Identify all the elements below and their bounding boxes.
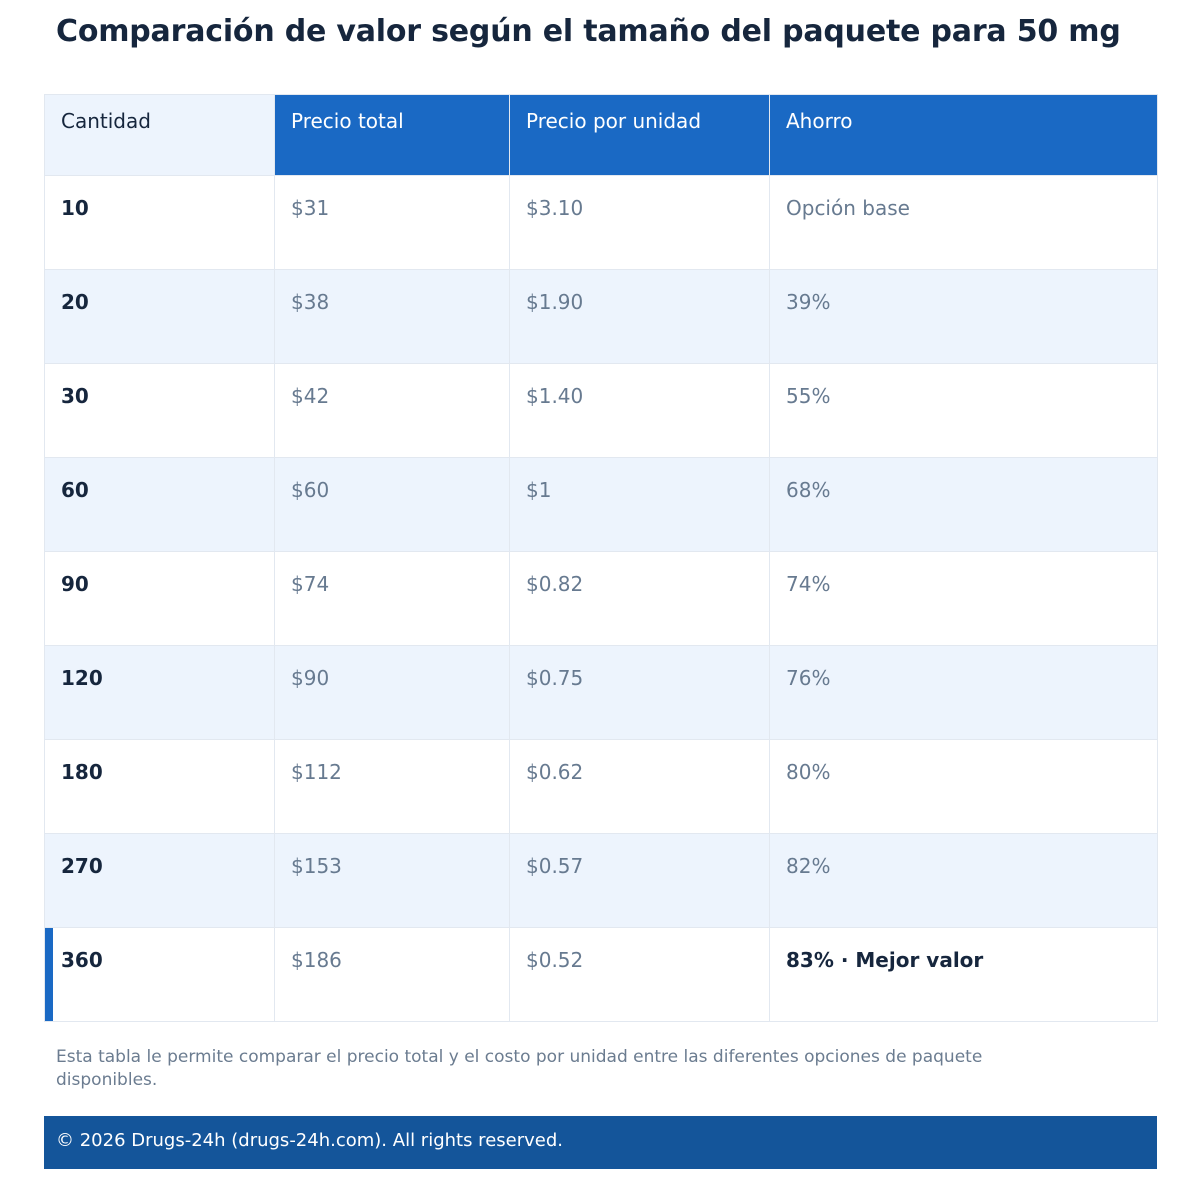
header-cantidad: Cantidad <box>44 94 275 176</box>
table-row: 30 $42 $1.40 55% <box>44 363 1158 458</box>
table-row: 90 $74 $0.82 74% <box>44 551 1158 646</box>
cell-unit-price: $1.40 <box>509 363 770 458</box>
table-row: 20 $38 $1.90 39% <box>44 269 1158 364</box>
cell-unit-price: $1.90 <box>509 269 770 364</box>
cell-unit-price: $0.82 <box>509 551 770 646</box>
table-row-best-value: 360 $186 $0.52 83% · Mejor valor <box>44 927 1158 1022</box>
table-row: 120 $90 $0.75 76% <box>44 645 1158 740</box>
table-row: 60 $60 $1 68% <box>44 457 1158 552</box>
cell-total-price: $186 <box>274 927 510 1022</box>
cell-saving: 55% <box>769 363 1158 458</box>
cell-quantity: 180 <box>44 739 275 834</box>
cell-total-price: $38 <box>274 269 510 364</box>
cell-unit-price: $3.10 <box>509 175 770 270</box>
cell-saving: 80% <box>769 739 1158 834</box>
cell-total-price: $153 <box>274 833 510 928</box>
price-comparison-table: Cantidad Precio total Precio por unidad … <box>44 94 1158 1022</box>
cell-quantity: 20 <box>44 269 275 364</box>
header-precio-total: Precio total <box>274 94 510 176</box>
header-precio-por-unidad: Precio por unidad <box>509 94 770 176</box>
cell-saving: Opción base <box>769 175 1158 270</box>
cell-unit-price: $0.57 <box>509 833 770 928</box>
cell-quantity: 270 <box>44 833 275 928</box>
cell-total-price: $60 <box>274 457 510 552</box>
footer: © 2026 Drugs-24h (drugs-24h.com). All ri… <box>44 1116 1157 1169</box>
footer-copyright: © 2026 Drugs-24h (drugs-24h.com). All ri… <box>56 1130 563 1151</box>
cell-quantity: 360 <box>44 927 275 1022</box>
table-header-row: Cantidad Precio total Precio por unidad … <box>44 94 1158 176</box>
cell-unit-price: $0.62 <box>509 739 770 834</box>
table-row: 10 $31 $3.10 Opción base <box>44 175 1158 270</box>
cell-quantity: 60 <box>44 457 275 552</box>
table-row: 270 $153 $0.57 82% <box>44 833 1158 928</box>
cell-saving: 76% <box>769 645 1158 740</box>
price-comparison-table-container: Cantidad Precio total Precio por unidad … <box>44 94 1158 1022</box>
cell-saving: 68% <box>769 457 1158 552</box>
cell-unit-price: $1 <box>509 457 770 552</box>
cell-total-price: $31 <box>274 175 510 270</box>
table-note: Esta tabla le permite comparar el precio… <box>56 1047 983 1090</box>
page-title: Comparación de valor según el tamaño del… <box>56 14 1121 49</box>
cell-saving-best-value: 83% · Mejor valor <box>769 927 1158 1022</box>
cell-saving: 39% <box>769 269 1158 364</box>
cell-quantity: 30 <box>44 363 275 458</box>
header-ahorro: Ahorro <box>769 94 1158 176</box>
cell-total-price: $90 <box>274 645 510 740</box>
cell-quantity: 90 <box>44 551 275 646</box>
cell-total-price: $42 <box>274 363 510 458</box>
cell-quantity: 120 <box>44 645 275 740</box>
cell-unit-price: $0.52 <box>509 927 770 1022</box>
cell-total-price: $112 <box>274 739 510 834</box>
cell-quantity: 10 <box>44 175 275 270</box>
table-row: 180 $112 $0.62 80% <box>44 739 1158 834</box>
cell-total-price: $74 <box>274 551 510 646</box>
cell-unit-price: $0.75 <box>509 645 770 740</box>
cell-saving: 74% <box>769 551 1158 646</box>
cell-saving: 82% <box>769 833 1158 928</box>
